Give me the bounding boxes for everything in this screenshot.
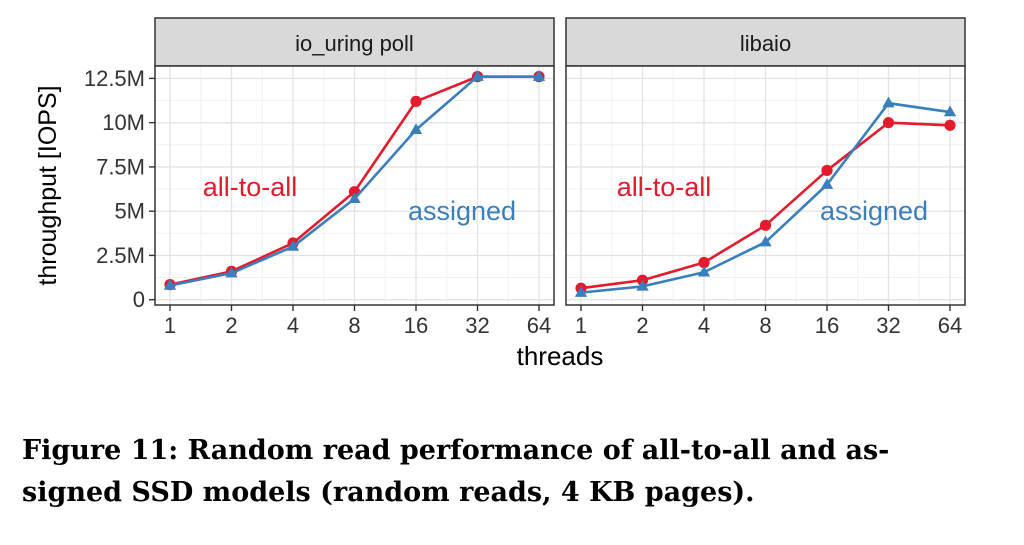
y-tick-label: 0 bbox=[133, 287, 145, 312]
y-tick-label: 7.5M bbox=[96, 154, 145, 179]
x-tick-label: 64 bbox=[938, 313, 962, 338]
x-tick-label: 4 bbox=[287, 313, 299, 338]
figure-11-chart: io_uring poll all-to-all assigned 1 2 4 8 16 32 6… bbox=[0, 0, 1024, 390]
x-tick-label: 2 bbox=[225, 313, 237, 338]
marker-all-to-all bbox=[410, 96, 421, 107]
marker-all-to-all bbox=[760, 220, 771, 231]
chart-svg: io_uring poll all-to-all assigned 1 2 4 8 16 32 6… bbox=[0, 0, 1024, 390]
x-tick-label: 1 bbox=[164, 313, 176, 338]
panel-title: libaio bbox=[740, 31, 791, 56]
y-axis-title: throughput [IOPS] bbox=[34, 85, 62, 285]
annotation-assigned: assigned bbox=[408, 196, 516, 226]
annotation-all-to-all: all-to-all bbox=[617, 172, 712, 202]
y-tick-label: 5M bbox=[114, 199, 145, 224]
marker-all-to-all bbox=[944, 120, 955, 131]
x-tick-label: 1 bbox=[575, 313, 587, 338]
y-tick-label: 12.5M bbox=[84, 66, 145, 91]
x-tick-label: 8 bbox=[348, 313, 360, 338]
x-tick-label: 4 bbox=[698, 313, 710, 338]
figure-caption: Figure 11: Random read performance of al… bbox=[22, 430, 1007, 514]
x-axis-title: threads bbox=[517, 341, 604, 371]
panel-io-uring-poll: io_uring poll all-to-all assigned 1 2 4 8 16 32 6… bbox=[155, 18, 554, 338]
x-tick-label: 16 bbox=[815, 313, 839, 338]
x-tick-label: 32 bbox=[465, 313, 489, 338]
panel-title: io_uring poll bbox=[295, 31, 414, 56]
marker-all-to-all bbox=[821, 165, 832, 176]
x-tick-label: 8 bbox=[759, 313, 771, 338]
x-tick-label: 16 bbox=[404, 313, 428, 338]
x-tick-label: 2 bbox=[636, 313, 648, 338]
panel-libaio: libaio all-to-all assigned 1 2 4 8 16 32 64 bbox=[566, 18, 965, 338]
caption-line-1: Figure 11: Random read performance of al… bbox=[22, 430, 1007, 472]
x-tick-label: 32 bbox=[876, 313, 900, 338]
marker-all-to-all bbox=[883, 117, 894, 128]
caption-line-2: signed SSD models (random reads, 4 KB pa… bbox=[22, 472, 1007, 514]
annotation-all-to-all: all-to-all bbox=[203, 172, 298, 202]
x-tick-label: 64 bbox=[527, 313, 551, 338]
annotation-assigned: assigned bbox=[820, 196, 928, 226]
y-tick-label: 2.5M bbox=[96, 243, 145, 268]
y-tick-label: 10M bbox=[102, 110, 145, 135]
